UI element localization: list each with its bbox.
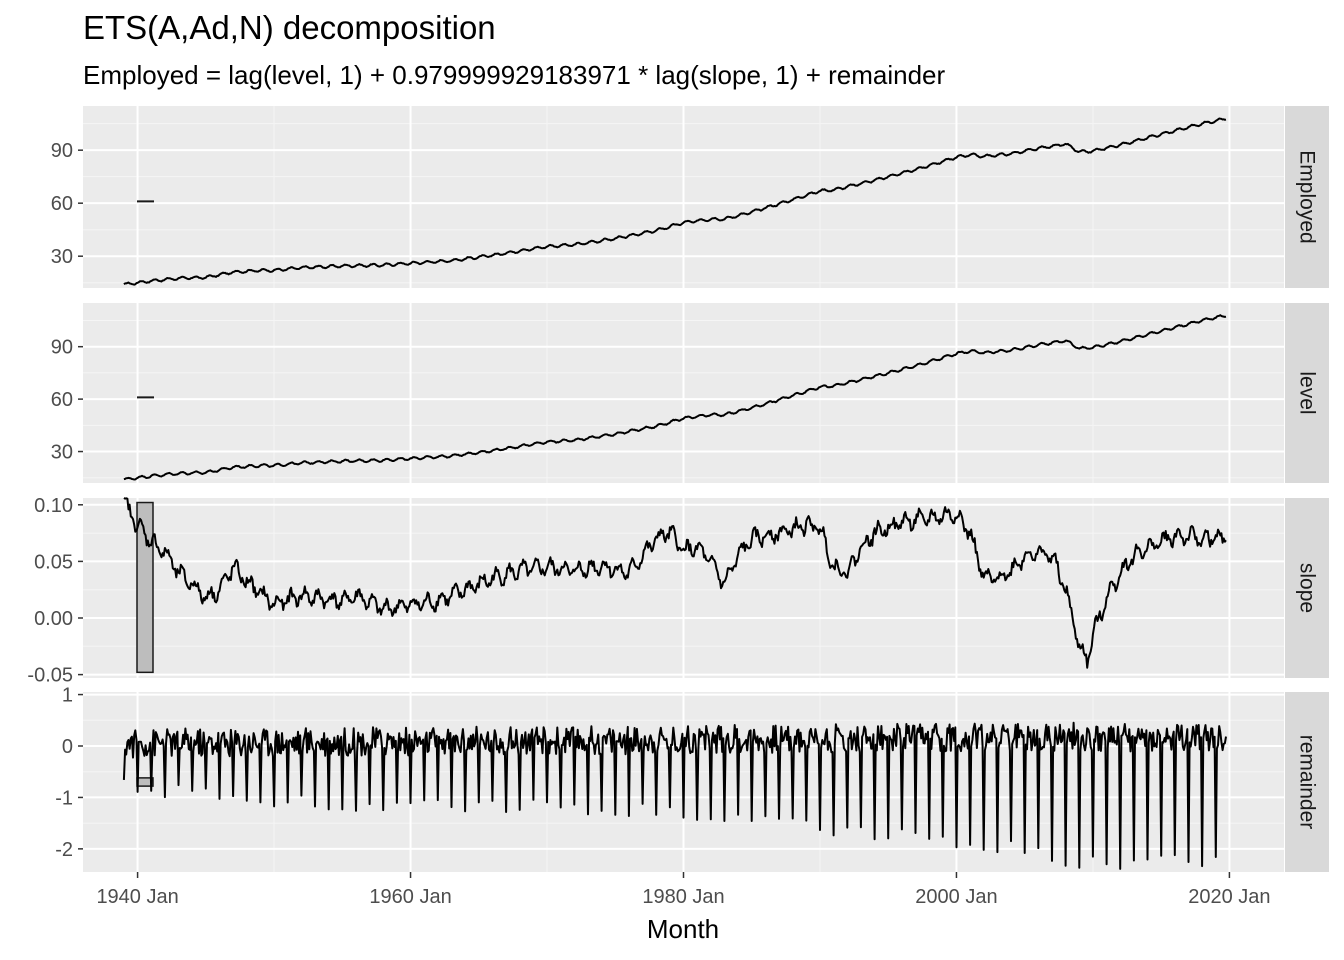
series-line-level <box>123 314 1227 481</box>
facet-strip <box>1285 498 1329 678</box>
series-line-slope <box>123 497 1227 669</box>
y-tick-label: 0.00 <box>34 608 73 630</box>
y-tick-label: -2 <box>55 839 73 861</box>
x-tick-label: 1980 Jan <box>642 886 724 908</box>
facet-strip <box>1285 106 1329 288</box>
y-tick-label: 60 <box>51 389 73 411</box>
chart-title: ETS(A,Ad,N) decomposition <box>83 9 496 46</box>
y-tick-label: 1 <box>62 685 73 707</box>
y-tick-label: -0.05 <box>27 665 73 687</box>
scale-bar <box>136 501 154 674</box>
x-tick-label: 2020 Jan <box>1188 886 1270 908</box>
series-line-remainder <box>122 721 1227 870</box>
x-tick-label: 1960 Jan <box>369 886 451 908</box>
y-tick-label: 30 <box>51 442 73 464</box>
panel-employed: 30 60 90 Employed <box>51 106 1329 288</box>
facet-strip <box>1285 692 1329 872</box>
y-tick-label: 0.05 <box>34 551 73 573</box>
y-tick-label: -1 <box>55 787 73 809</box>
x-tick-label: 1940 Jan <box>96 886 178 908</box>
facet-panels: 30 60 90 Employed 30 60 90 level -0.05 0.00 0.05 0.… <box>27 106 1329 872</box>
strip-label: slope <box>1296 563 1319 613</box>
strip-label: Employed <box>1296 150 1319 243</box>
y-tick-label: 30 <box>51 246 73 268</box>
x-axis-title: Month <box>647 914 719 944</box>
panel-slope: -0.05 0.00 0.05 0.10 slope <box>27 495 1329 687</box>
x-axis: 1940 Jan 1960 Jan 1980 Jan 2000 Jan 2020 Jan <box>96 872 1271 908</box>
panel-level: 30 60 90 level <box>51 303 1329 483</box>
y-tick-label: 60 <box>51 193 73 215</box>
y-tick-label: 90 <box>51 337 73 359</box>
chart-subtitle: Employed = lag(level, 1) + 0.97999992918… <box>83 60 946 90</box>
facet-strip <box>1285 303 1329 483</box>
y-tick-label: 0.10 <box>34 495 73 517</box>
strip-label: level <box>1296 371 1319 414</box>
panel-remainder: -2 -1 0 1 remainder <box>55 685 1329 872</box>
y-tick-label: 90 <box>51 140 73 162</box>
y-tick-label: 0 <box>62 736 73 758</box>
x-tick-label: 2000 Jan <box>915 886 997 908</box>
series-line-employed <box>123 117 1227 286</box>
strip-label: remainder <box>1296 735 1319 830</box>
